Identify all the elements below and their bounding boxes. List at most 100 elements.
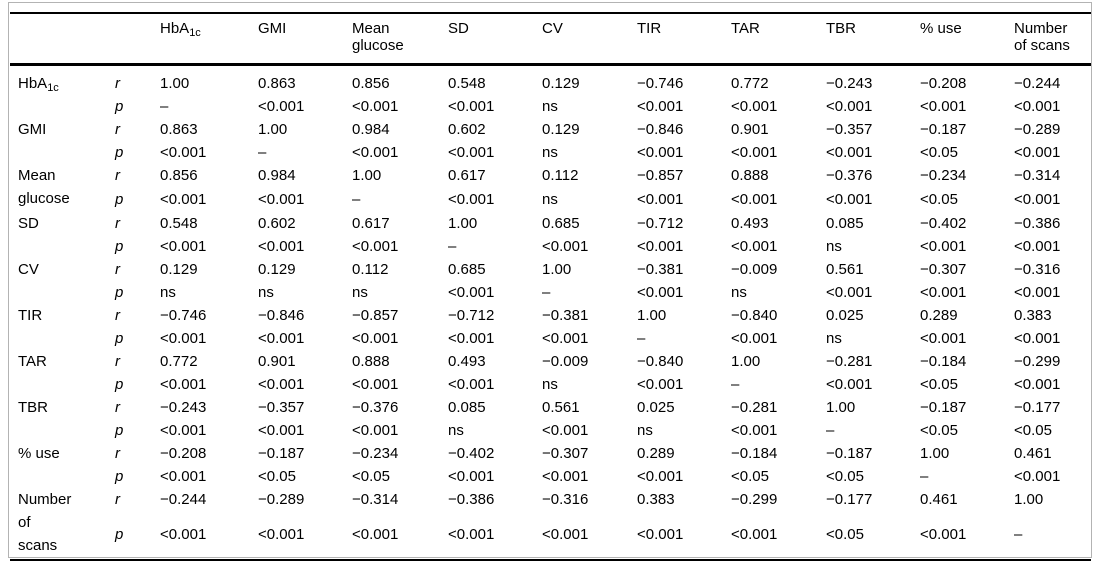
p-value-hba1c-vs-tar: <0.001 [731,98,778,115]
col-header-gmi: GMI [258,13,352,66]
row-label-pct-use-base: % use [18,445,60,462]
col-header-sd-text: SD [448,20,512,39]
p-value-mean-glucose-vs-cv: ns [542,191,558,208]
r-value-tbr-vs-hba1c: −0.243 [160,399,207,416]
p-value-cv-vs-cv: – [542,284,551,301]
r-value-pct-use-vs-pct-use: 1.00 [920,445,950,462]
p-value-pct-use-vs-mean-glucose: <0.05 [352,468,390,485]
p-value-mean-glucose-vs-pct-use: <0.05 [920,191,958,208]
r-value-gmi-vs-num-scans: −0.289 [1014,121,1061,138]
col-header-tir-text: TIR [637,20,701,39]
r-value-num-scans-vs-tar: −0.299 [731,491,778,508]
p-value-hba1c-vs-mean-glucose: <0.001 [352,98,399,115]
p-value-num-scans-vs-pct-use: <0.001 [920,526,967,544]
p-value-tbr-vs-tir: ns [637,422,653,439]
r-value-tar-vs-gmi: 0.901 [258,353,296,370]
r-value-sd-vs-sd: 1.00 [448,215,478,232]
row-label-pct-use-text: % use [18,442,73,467]
r-value-tar-vs-mean-glucose: 0.888 [352,353,390,370]
row-label-tir-base: TIR [18,307,43,324]
r-value-num-scans-vs-mean-glucose: −0.314 [352,491,399,508]
r-value-gmi-vs-tar: 0.901 [731,121,769,138]
r-value-pct-use-vs-tir: 0.289 [637,445,675,462]
p-value-tir-vs-sd: <0.001 [448,330,495,347]
p-value-mean-glucose-vs-tbr: <0.001 [826,191,873,208]
row-label-hba1c-text: HbA1c [18,72,73,97]
col-header-cv-base: CV [542,20,563,37]
p-value-tar-vs-pct-use: <0.05 [920,376,958,393]
row-label-pct-use: % use [10,442,115,488]
col-header-pct-use-base: % use [920,20,962,37]
col-header-hba1c-text: HbA1c [160,20,224,39]
r-value-cv-vs-cv: 1.00 [542,261,572,278]
p-value-pct-use-vs-tir: <0.001 [637,468,684,485]
r-value-tar-vs-tbr: −0.281 [826,353,873,370]
r-value-num-scans-vs-tbr: −0.177 [826,491,873,508]
stat-label-p: p [115,422,124,439]
r-value-tir-vs-tbr: 0.025 [826,307,864,324]
p-value-mean-glucose-vs-sd: <0.001 [448,191,495,208]
r-value-pct-use-vs-mean-glucose: −0.234 [352,445,399,462]
p-value-sd-vs-hba1c: <0.001 [160,238,207,255]
r-value-sd-vs-tir: −0.712 [637,215,684,232]
r-value-tbr-vs-tir: 0.025 [637,399,675,416]
r-value-mean-glucose-vs-mean-glucose: 1.00 [352,167,382,184]
r-value-tir-vs-sd: −0.712 [448,307,495,324]
stat-label-p: p [115,284,124,301]
r-value-pct-use-vs-tbr: −0.187 [826,445,873,462]
r-value-hba1c-vs-pct-use: −0.208 [920,75,967,92]
col-header-num-scans-text: Number of scans [1014,20,1078,56]
row-label-gmi-text: GMI [18,118,73,143]
r-value-gmi-vs-tir: −0.846 [637,121,684,138]
col-header-sd: SD [448,13,542,66]
r-value-tbr-vs-tar: −0.281 [731,399,778,416]
r-value-sd-vs-gmi: 0.602 [258,215,296,232]
r-value-num-scans-vs-num-scans: 1.00 [1014,491,1044,508]
r-value-hba1c-vs-cv: 0.129 [542,75,580,92]
r-value-tir-vs-tir: 1.00 [637,307,667,324]
p-value-gmi-vs-sd: <0.001 [448,144,495,161]
r-value-mean-glucose-vs-hba1c: 0.856 [160,167,198,184]
r-value-tbr-vs-mean-glucose: −0.376 [352,399,399,416]
r-value-gmi-vs-pct-use: −0.187 [920,121,967,138]
col-header-mean-glucose: Mean glucose [352,13,448,66]
p-value-tir-vs-mean-glucose: <0.001 [352,330,399,347]
p-value-tbr-vs-mean-glucose: <0.001 [352,422,399,439]
row-label-num-scans-text: Number of scans [18,488,73,559]
col-header-cv-text: CV [542,20,606,39]
r-value-tir-vs-hba1c: −0.746 [160,307,207,324]
r-value-hba1c-vs-tar: 0.772 [731,75,769,92]
r-value-gmi-vs-gmi: 1.00 [258,121,288,138]
p-value-tar-vs-mean-glucose: <0.001 [352,376,399,393]
r-value-tir-vs-mean-glucose: −0.857 [352,307,399,324]
row-tar-r: TAR r 0.772 0.901 0.888 0.493 −0.009 −0.840 1.00… [10,350,1091,373]
r-value-mean-glucose-vs-cv: 0.112 [542,167,579,184]
p-value-pct-use-vs-tar: <0.05 [731,468,769,485]
row-label-hba1c: HbA1c [10,65,115,119]
row-label-mean-glucose-base: Mean glucose [18,167,70,207]
col-header-tar-text: TAR [731,20,795,39]
r-value-num-scans-vs-tir: 0.383 [637,491,675,508]
r-value-cv-vs-tar: −0.009 [731,261,778,278]
row-label-tar-text: TAR [18,350,73,375]
stat-label-r: r [115,215,120,232]
p-value-tir-vs-num-scans: <0.001 [1014,330,1061,347]
p-value-num-scans-vs-tir: <0.001 [637,526,684,544]
p-value-cv-vs-tbr: <0.001 [826,284,873,301]
p-value-mean-glucose-vs-tar: <0.001 [731,191,778,208]
stat-label-r: r [115,445,120,462]
r-value-num-scans-vs-cv: −0.316 [542,491,589,508]
p-value-num-scans-vs-tar: <0.001 [731,526,778,544]
r-value-tar-vs-tir: −0.840 [637,353,684,370]
r-value-tar-vs-cv: −0.009 [542,353,589,370]
col-header-mean-glucose-text: Mean glucose [352,20,416,56]
p-value-cv-vs-tir: <0.001 [637,284,684,301]
row-label-tbr-text: TBR [18,396,73,421]
p-value-tbr-vs-tbr: – [826,422,835,439]
p-value-sd-vs-num-scans: <0.001 [1014,238,1061,255]
p-value-cv-vs-mean-glucose: ns [352,284,368,301]
col-header-tbr-text: TBR [826,20,890,39]
row-label-num-scans: Number of scans [10,488,115,560]
r-value-tir-vs-tar: −0.840 [731,307,778,324]
r-value-hba1c-vs-hba1c: 1.00 [160,75,190,92]
